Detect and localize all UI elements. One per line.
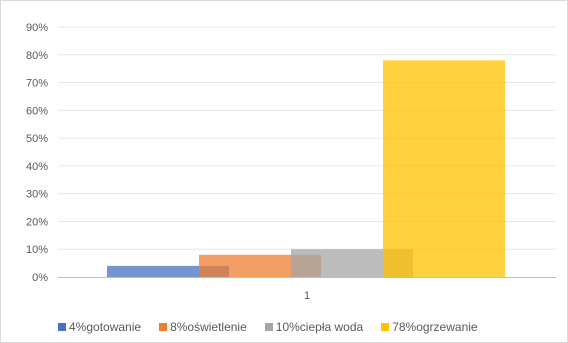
y-tick-label: 0% bbox=[32, 272, 48, 284]
legend-item: 78%ogrzewanie bbox=[381, 320, 478, 334]
y-tick-label: 20% bbox=[26, 216, 48, 228]
bar-2 bbox=[199, 254, 321, 277]
bar-4 bbox=[383, 60, 505, 278]
bars bbox=[107, 60, 505, 278]
y-tick-label: 70% bbox=[26, 78, 48, 90]
legend-swatch bbox=[264, 323, 273, 331]
legend-swatch bbox=[58, 323, 66, 331]
legend-label: 10%ciepła woda bbox=[275, 320, 364, 334]
legend-item: 8%oświetlenie bbox=[159, 320, 247, 334]
legend-swatch bbox=[381, 323, 390, 331]
y-tick-label: 40% bbox=[26, 161, 48, 173]
legend-item: 4%gotowanie bbox=[58, 320, 141, 334]
y-tick-label: 10% bbox=[26, 244, 48, 256]
y-tick-label: 30% bbox=[26, 189, 48, 201]
y-tick-label: 90% bbox=[26, 22, 48, 34]
legend-label: 4%gotowanie bbox=[69, 320, 142, 334]
x-axis-ticks: 1 bbox=[304, 290, 310, 302]
bar-1 bbox=[107, 265, 229, 277]
y-tick-label: 50% bbox=[26, 133, 48, 145]
y-tick-label: 60% bbox=[26, 105, 48, 117]
y-tick-label: 80% bbox=[26, 50, 48, 62]
x-tick-label: 1 bbox=[304, 290, 310, 302]
legend-item: 10%ciepła woda bbox=[264, 320, 364, 334]
legend-label: 78%ogrzewanie bbox=[392, 320, 478, 334]
legend: 4%gotowanie 8%oświetlenie 10%ciepła woda 78… bbox=[58, 317, 478, 337]
legend-swatch bbox=[159, 323, 168, 331]
legend-label: 8%oświetlenie bbox=[170, 320, 247, 334]
y-axis-ticks: 0% 10% 20% 30% 40% 50% 60% 70% 80% 90% bbox=[26, 22, 48, 284]
